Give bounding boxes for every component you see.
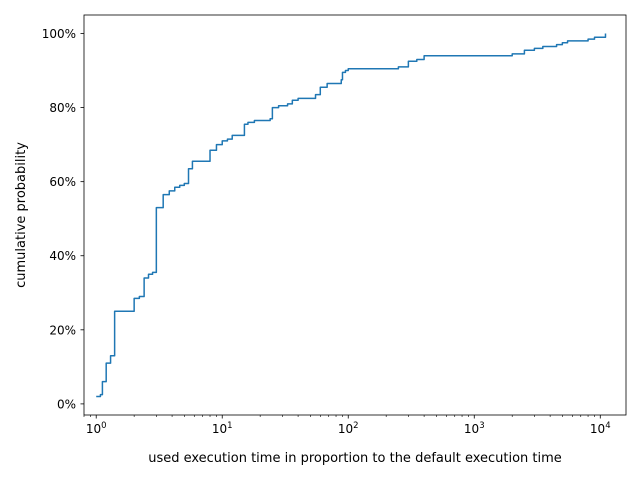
x-tick-label-base: 10: [464, 422, 479, 436]
x-tick-label: 100: [86, 421, 107, 436]
x-tick-label-exponent: 4: [605, 421, 610, 431]
y-tick-label: 100%: [42, 27, 76, 41]
x-tick-label-base: 10: [212, 422, 227, 436]
plot-frame: [83, 14, 627, 416]
y-axis-ticks: 0% 20% 40% 60% 80% 100%: [42, 27, 84, 411]
x-tick-label: 104: [590, 421, 611, 436]
x-tick-label-exponent: 3: [479, 421, 484, 431]
series-line-0: [96, 33, 607, 398]
y-axis-label: cumulative probability: [14, 142, 29, 288]
plot-content: [96, 33, 607, 398]
x-axis-label: used execution time in proportion to the…: [148, 451, 562, 466]
y-tick-label: 0%: [57, 397, 76, 411]
x-tick-label-exponent: 0: [101, 421, 106, 431]
x-tick-label-base: 10: [338, 422, 353, 436]
x-tick-label: 103: [464, 421, 485, 436]
x-tick-label-exponent: 2: [353, 421, 358, 431]
y-tick-label: 80%: [49, 101, 76, 115]
y-tick-label: 40%: [49, 249, 76, 263]
x-tick-label: 101: [212, 421, 233, 436]
x-tick-label-exponent: 1: [227, 421, 232, 431]
x-axis-ticks: 100 101 102 103 104: [83, 415, 611, 436]
x-tick-label-base: 10: [86, 422, 101, 436]
x-tick-label-base: 10: [590, 422, 605, 436]
x-tick-label: 102: [338, 421, 359, 436]
y-tick-label: 60%: [49, 175, 76, 189]
y-tick-label: 20%: [49, 323, 76, 337]
